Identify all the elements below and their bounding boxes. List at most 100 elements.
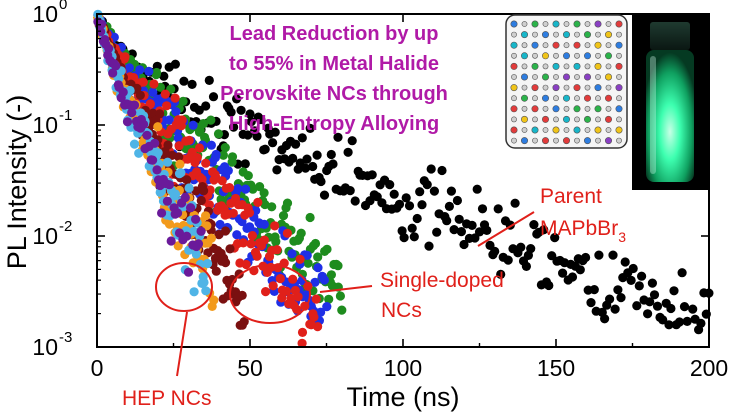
data-point [679, 302, 690, 312]
data-point [616, 293, 626, 303]
data-point [188, 120, 198, 130]
data-point [389, 189, 399, 199]
data-point [135, 90, 145, 100]
lattice-site [563, 105, 570, 112]
lattice-site [605, 105, 612, 112]
data-point [170, 93, 180, 103]
data-point [226, 107, 236, 117]
data-point [296, 228, 306, 238]
lattice-site [563, 21, 570, 27]
data-point [240, 159, 250, 169]
lattice-site [562, 73, 570, 81]
lattice-inset [505, 14, 628, 149]
data-point [677, 268, 687, 278]
data-point [241, 184, 251, 194]
lattice-site [531, 105, 539, 113]
data-point [225, 244, 235, 254]
data-point [297, 338, 307, 348]
lattice-site [562, 31, 570, 39]
lattice-site [511, 74, 517, 80]
lattice-site [563, 127, 570, 133]
lattice-site [562, 137, 570, 145]
data-point [674, 317, 685, 327]
data-point [350, 196, 360, 206]
lattice-site [574, 31, 580, 38]
data-point [688, 304, 698, 314]
data-point [581, 252, 591, 263]
data-point [404, 201, 415, 211]
data-point [243, 171, 253, 181]
data-point [259, 235, 269, 245]
lattice-site [511, 95, 517, 102]
lattice-site [605, 21, 612, 27]
data-point [184, 135, 194, 145]
data-point [170, 59, 180, 69]
data-point [608, 250, 618, 260]
data-point [155, 109, 165, 119]
lattice-site [616, 95, 622, 102]
lattice-site [584, 63, 591, 70]
parent-pointer-line [477, 211, 535, 247]
lattice-site [553, 137, 559, 144]
data-point [238, 238, 248, 248]
lattice-site [604, 31, 612, 39]
data-point [220, 258, 231, 268]
lattice-site [542, 21, 549, 27]
data-point [186, 203, 196, 213]
data-point [237, 290, 247, 300]
data-point [472, 184, 482, 194]
data-point [407, 223, 417, 233]
x-tick-label: 0 [91, 355, 104, 381]
lattice-site [520, 31, 528, 39]
data-point [150, 138, 160, 148]
data-point [589, 285, 599, 295]
lattice-site [583, 73, 591, 81]
data-point [218, 150, 228, 160]
lattice-site [521, 63, 528, 70]
data-point [459, 239, 469, 250]
data-point [199, 277, 209, 287]
parent-label-line-1: Parent [540, 185, 602, 208]
data-point [626, 275, 636, 285]
lattice-site [542, 105, 549, 112]
data-point [415, 187, 425, 197]
data-point [605, 294, 615, 304]
data-point [139, 119, 149, 129]
data-point [175, 159, 185, 169]
data-point [539, 225, 549, 235]
headline-line-4: High-Entropy Alloying [229, 113, 439, 135]
lattice-site [573, 41, 581, 49]
data-point [426, 164, 436, 174]
data-point [521, 261, 532, 271]
data-point [637, 271, 647, 281]
data-point [328, 159, 338, 169]
lattice-site [583, 137, 591, 145]
lattice-site [595, 74, 601, 80]
single-doped-label-line-2: NCs [381, 299, 422, 322]
data-point [544, 280, 554, 291]
lattice-site [616, 52, 622, 59]
data-point [666, 303, 676, 314]
data-point [337, 305, 347, 315]
data-point [220, 226, 231, 236]
lattice-site [510, 84, 518, 92]
data-point [153, 122, 163, 132]
data-point [193, 239, 204, 249]
data-point [613, 285, 623, 295]
data-point [127, 108, 137, 118]
lattice-site [584, 127, 591, 133]
lattice-site [604, 137, 612, 145]
data-point [247, 231, 257, 241]
data-point [149, 79, 159, 89]
lattice-site [563, 63, 570, 70]
data-point [171, 107, 181, 117]
lattice-site [574, 116, 580, 123]
data-point [267, 202, 277, 212]
data-point [526, 244, 536, 254]
data-point [261, 287, 271, 297]
data-point [309, 312, 319, 322]
data-point [124, 63, 134, 73]
data-point [594, 250, 604, 260]
data-point [229, 122, 239, 132]
data-point [233, 184, 243, 194]
